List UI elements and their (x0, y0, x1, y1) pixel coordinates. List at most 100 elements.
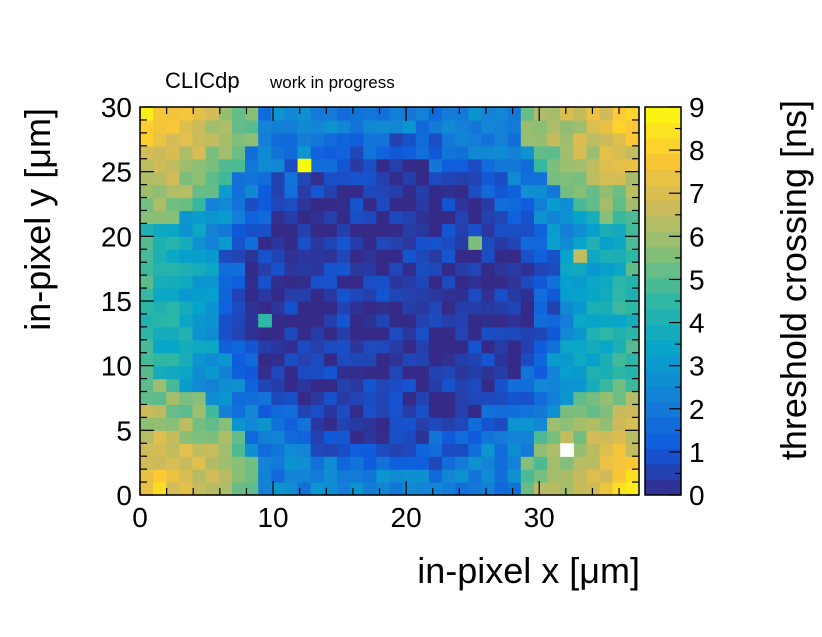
heatmap-cell (468, 223, 483, 237)
heatmap-cell (245, 301, 259, 315)
heatmap-cell (153, 417, 167, 431)
heatmap-cell (336, 301, 351, 315)
heatmap-cell (586, 391, 601, 406)
heatmap-cell (389, 119, 404, 134)
heatmap-cell (271, 404, 286, 418)
heatmap-cell (192, 301, 207, 315)
heatmap-cell (258, 417, 272, 431)
heatmap-cell (494, 262, 509, 276)
heatmap-cell (376, 378, 391, 393)
heatmap-cell (612, 417, 627, 431)
heatmap-cell (468, 171, 483, 186)
heatmap-cell (547, 391, 561, 406)
heatmap-cell (271, 145, 286, 160)
heatmap-cell (494, 391, 509, 406)
heatmap-cell (140, 378, 154, 393)
heatmap-cell (218, 132, 233, 147)
heatmap-cell (547, 301, 561, 315)
z-tick-label: 6 (689, 221, 705, 252)
heatmap-cell (533, 132, 548, 147)
heatmap-cell (336, 326, 351, 341)
heatmap-cell (402, 197, 417, 212)
heatmap-cell (231, 249, 246, 263)
y-tick-label: 5 (116, 415, 132, 446)
heatmap-cell (153, 236, 167, 250)
heatmap-cell (166, 326, 180, 341)
heatmap-cell (350, 145, 364, 160)
heatmap-cell (586, 313, 601, 328)
heatmap-cell (218, 197, 233, 212)
heatmap-cell (573, 171, 588, 186)
heatmap-cell (573, 417, 588, 431)
heatmap-cell (205, 184, 220, 199)
heatmap-cell (258, 443, 272, 457)
color-scale-step (645, 246, 681, 263)
heatmap-cell (363, 223, 377, 237)
heatmap-cell (402, 249, 417, 263)
color-scale-step (645, 432, 681, 449)
heatmap-cell (363, 288, 377, 302)
heatmap-cell (153, 378, 167, 393)
heatmap-cell (547, 223, 561, 237)
heatmap-cell (179, 262, 194, 276)
heatmap-cell (494, 417, 509, 431)
heatmap-cell (586, 301, 601, 315)
heatmap-hotspot-cell (297, 158, 312, 173)
heatmap-cell (297, 365, 312, 380)
heatmap-cell (547, 352, 561, 367)
heatmap-cell (533, 158, 548, 173)
heatmap-cell (205, 378, 220, 393)
heatmap-cell (363, 119, 377, 134)
heatmap-cell (389, 365, 404, 380)
heatmap-cell (192, 339, 207, 354)
heatmap-cell (218, 275, 233, 289)
heatmap-cell (586, 119, 601, 134)
heatmap-cell (376, 171, 391, 186)
heatmap-cell (179, 236, 194, 250)
heatmap-cell (284, 236, 299, 250)
heatmap-cell (323, 391, 338, 406)
heatmap-cell (415, 262, 430, 276)
heatmap-cell (218, 249, 233, 263)
heatmap-cell (192, 262, 207, 276)
heatmap-cell (140, 326, 154, 341)
heatmap-cell (547, 365, 561, 380)
heatmap-cell (323, 184, 338, 199)
chart-title: CLICdp (165, 68, 240, 93)
heatmap-cell (520, 391, 535, 406)
heatmap-cell (481, 339, 496, 354)
heatmap-cell (284, 417, 299, 431)
heatmap-cell (323, 107, 338, 121)
heatmap-cell (284, 430, 299, 444)
heatmap-cell (402, 378, 417, 393)
heatmap-cell (533, 145, 548, 160)
heatmap-cell (442, 352, 456, 367)
heatmap-cell (573, 352, 588, 367)
heatmap-cell (402, 456, 417, 470)
heatmap-cell (428, 326, 443, 341)
heatmap-cell (494, 132, 509, 147)
heatmap-cell (520, 197, 535, 212)
heatmap-cell (625, 275, 640, 289)
heatmap-cell (218, 184, 233, 199)
color-scale-step (645, 231, 681, 248)
heatmap-cell (258, 158, 272, 173)
heatmap-cell (599, 326, 614, 341)
heatmap-cell (442, 482, 456, 496)
heatmap-cell (428, 236, 443, 250)
heatmap-cell (297, 107, 312, 121)
heatmap-cell (520, 301, 535, 315)
heatmap-cell (389, 184, 404, 199)
heatmap-cell (612, 469, 627, 483)
heatmap-cell (520, 456, 535, 470)
heatmap-cell (363, 391, 377, 406)
heatmap-cell (612, 223, 627, 237)
heatmap-cell (599, 430, 614, 444)
heatmap-cell (310, 391, 325, 406)
heatmap-cell (376, 132, 391, 147)
heatmap-cell (192, 469, 207, 483)
heatmap-cell (533, 262, 548, 276)
heatmap-cell (153, 404, 167, 418)
x-tick-label: 10 (257, 502, 288, 533)
